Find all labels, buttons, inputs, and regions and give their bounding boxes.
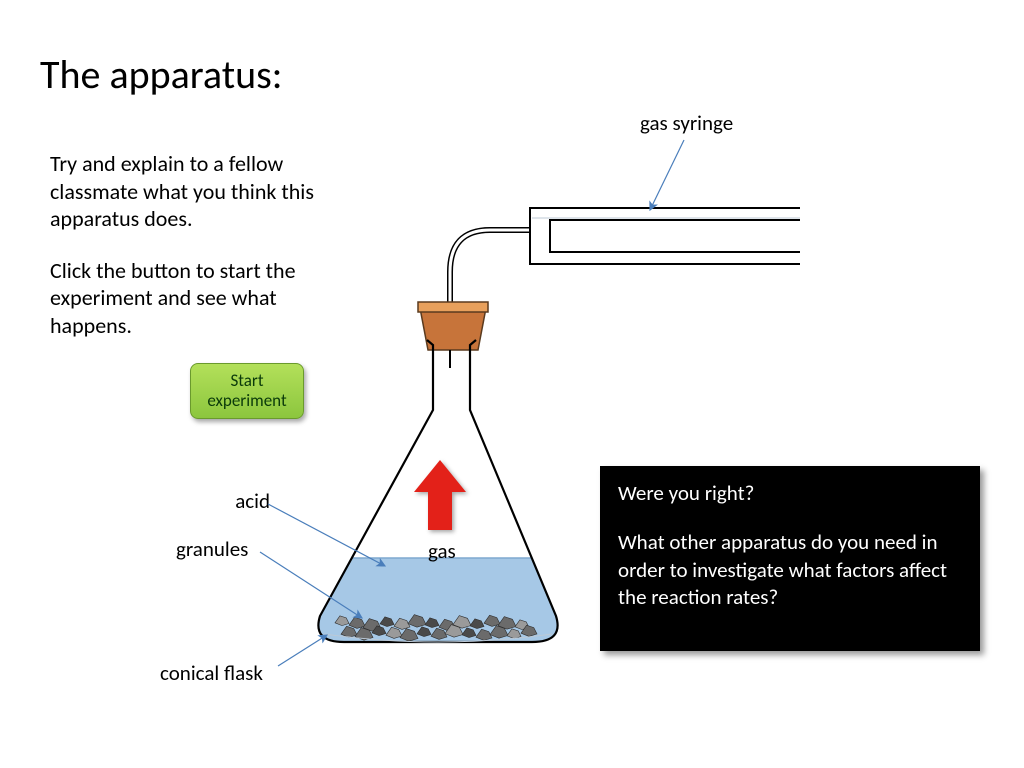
instructions-block: Try and explain to a fellow classmate wh… bbox=[50, 150, 330, 363]
question-2: What other apparatus do you need in orde… bbox=[618, 529, 962, 611]
instruction-para-1: Try and explain to a fellow classmate wh… bbox=[50, 150, 330, 233]
page-title: The apparatus: bbox=[40, 50, 282, 99]
question-box: Were you right? What other apparatus do … bbox=[600, 466, 980, 651]
syringe-plunger bbox=[550, 220, 800, 252]
gas-arrow-icon bbox=[414, 460, 466, 530]
button-line-1: Start bbox=[230, 370, 263, 391]
label-conical-flask: conical flask bbox=[160, 660, 263, 686]
instruction-para-2: Click the button to start the experiment… bbox=[50, 257, 330, 340]
question-1: Were you right? bbox=[618, 480, 962, 507]
button-line-2: experiment bbox=[207, 390, 286, 411]
label-acid: acid bbox=[224, 488, 270, 514]
start-experiment-button[interactable]: Start experiment bbox=[190, 363, 304, 419]
label-gas: gas bbox=[428, 538, 456, 564]
label-gas-syringe: gas syringe bbox=[640, 110, 733, 136]
label-granules: granules bbox=[176, 536, 248, 562]
stopper bbox=[418, 302, 488, 368]
